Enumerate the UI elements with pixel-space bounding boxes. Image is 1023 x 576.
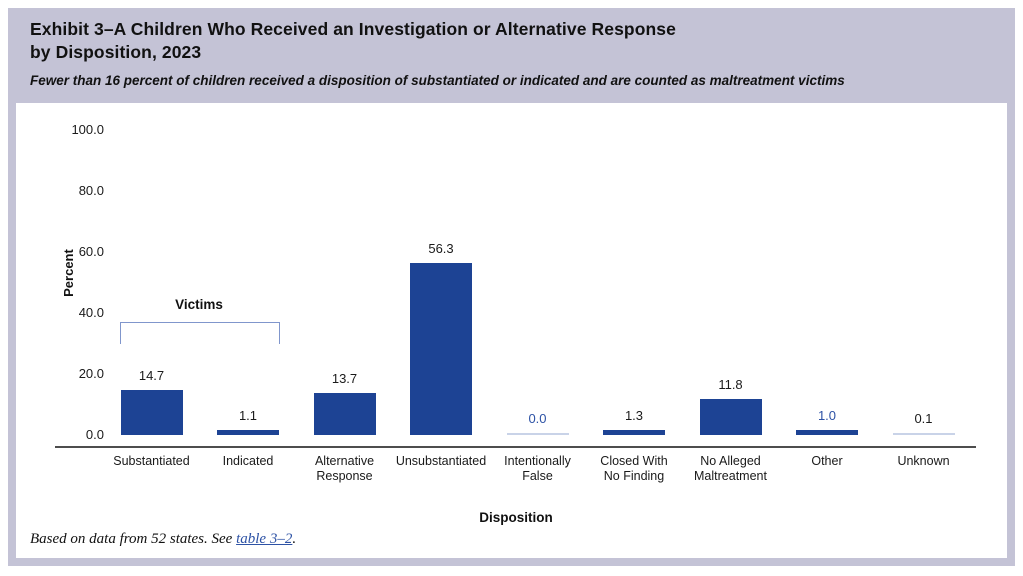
x-axis-category-label: Indicated <box>222 454 274 468</box>
bar-value-label: 11.8 <box>718 377 743 392</box>
x-axis-category-label: Other <box>811 454 843 468</box>
y-axis-tick-label: 20.0 <box>78 366 104 381</box>
y-axis-tick-label: 60.0 <box>78 244 104 259</box>
x-axis-category-label: Alternative Response <box>314 454 375 483</box>
x-axis-category-label: Unsubstantiated <box>395 454 487 468</box>
exhibit-title-line-1: Exhibit 3–A Children Who Received an Inv… <box>30 19 676 39</box>
bar-closed-with-no-finding <box>603 430 665 435</box>
victims-bracket <box>120 322 280 344</box>
chart-panel: Percent Victims Disposition Based on dat… <box>16 103 1007 558</box>
x-axis-category-label: Closed With No Finding <box>600 454 668 483</box>
bar-indicated <box>217 430 279 435</box>
victims-annotation-label: Victims <box>175 297 223 312</box>
bar-value-label: 0.0 <box>528 411 547 426</box>
bar-value-label: 56.3 <box>428 241 454 256</box>
y-axis-tick-label: 80.0 <box>78 183 104 198</box>
exhibit-subtitle: Fewer than 16 percent of children receiv… <box>30 73 845 88</box>
y-axis-tick-label: 40.0 <box>78 305 104 320</box>
bar-unknown <box>892 433 955 435</box>
bar-value-label: 13.7 <box>331 371 358 386</box>
footnote-period: . <box>292 531 297 547</box>
x-axis-category-label: Unknown <box>897 454 950 468</box>
x-axis-line <box>55 446 976 448</box>
exhibit-title-line-2: by Disposition, 2023 <box>30 42 202 62</box>
bar-value-label: 1.1 <box>238 408 258 423</box>
bar-no-alleged-maltreatment <box>699 399 762 435</box>
exhibit-box: Exhibit 3–A Children Who Received an Inv… <box>8 8 1015 566</box>
bar-alternative-response <box>313 393 376 435</box>
bar-value-label: 1.3 <box>624 408 644 423</box>
bar-value-label: 1.0 <box>817 408 837 423</box>
bar-other <box>796 430 858 435</box>
x-axis-category-label: Intentionally False <box>504 454 571 483</box>
footnote-text: Based on data from 52 states. See <box>30 531 237 547</box>
table-3-2-link[interactable]: table 3–2 <box>236 531 293 547</box>
bar-unsubstantiated <box>410 263 472 435</box>
bar-intentionally-false <box>506 433 569 435</box>
bar-value-label: 0.1 <box>914 411 933 426</box>
x-axis-title: Disposition <box>479 510 553 525</box>
bar-chart: Percent Victims Disposition Based on dat… <box>16 103 1007 558</box>
x-axis-category-label: No Alleged Maltreatment <box>694 454 767 483</box>
x-axis-category-label: Substantiated <box>113 454 190 468</box>
y-axis-tick-label: 100.0 <box>71 122 104 137</box>
bar-value-label: 14.7 <box>138 368 165 383</box>
y-axis-tick-label: 0.0 <box>85 427 104 442</box>
bar-substantiated <box>120 390 183 435</box>
footnote: Based on data from 52 states. See table … <box>30 531 296 548</box>
exhibit-header: Exhibit 3–A Children Who Received an Inv… <box>30 18 995 88</box>
